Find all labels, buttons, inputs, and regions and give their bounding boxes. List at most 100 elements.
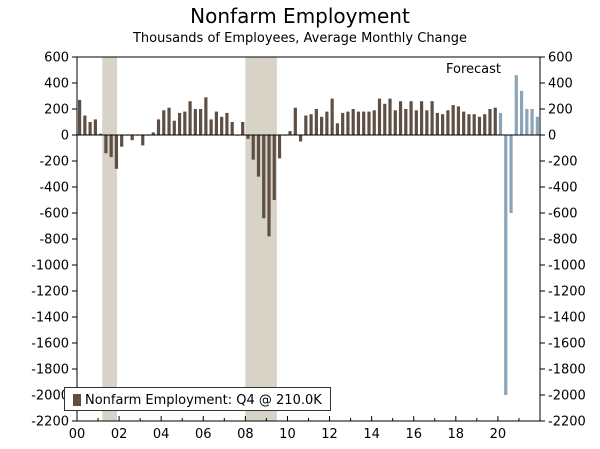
ytick-label-right-13: -2000 <box>548 389 586 404</box>
xtick-label-1: 02 <box>111 427 128 442</box>
bar-actual-64 <box>414 110 418 135</box>
bar-actual-78 <box>488 109 492 135</box>
bar-actual-3 <box>93 119 97 135</box>
ytick-label-right-7: -800 <box>548 233 578 248</box>
bar-actual-62 <box>404 109 408 135</box>
ytick-label-right-4: -200 <box>548 155 578 170</box>
bar-actual-33 <box>251 135 255 160</box>
ytick-label-left-9: -1200 <box>31 285 69 300</box>
bar-actual-69 <box>441 114 445 135</box>
bar-actual-51 <box>346 111 350 135</box>
bar-actual-0 <box>78 99 82 135</box>
ytick-label-right-3: 0 <box>548 129 556 144</box>
bar-actual-74 <box>467 114 471 135</box>
bar-actual-32 <box>246 135 250 139</box>
bar-actual-63 <box>409 101 413 135</box>
bar-forecast-3 <box>514 75 518 135</box>
bar-actual-26 <box>214 111 218 135</box>
plot-frame <box>76 56 541 422</box>
bar-actual-53 <box>356 111 361 135</box>
bar-actual-4 <box>99 133 103 135</box>
bar-actual-44 <box>309 114 313 135</box>
bar-forecast-2 <box>509 135 513 213</box>
ytick-label-left-12: -1800 <box>31 363 69 378</box>
ytick-label-right-11: -1600 <box>548 337 586 352</box>
bar-actual-25 <box>209 119 213 135</box>
bar-actual-24 <box>204 97 208 135</box>
bar-actual-42 <box>298 135 303 142</box>
ytick-label-left-2: 200 <box>44 103 69 118</box>
bar-actual-36 <box>267 135 271 237</box>
bars <box>78 75 539 395</box>
ytick-label-left-8: -1000 <box>31 259 69 274</box>
recession-band-1 <box>245 57 277 421</box>
bar-actual-77 <box>483 114 487 135</box>
bar-forecast-0 <box>498 112 503 135</box>
bar-actual-35 <box>262 135 266 219</box>
xtick-label-10: 20 <box>490 427 507 442</box>
bar-actual-46 <box>320 116 324 135</box>
bar-actual-56 <box>372 110 376 135</box>
ytick-label-right-0: 600 <box>548 51 573 66</box>
ytick-label-right-5: -400 <box>548 181 578 196</box>
bar-actual-21 <box>188 101 192 135</box>
bar-actual-66 <box>425 110 429 135</box>
xtick-label-6: 12 <box>321 427 338 442</box>
bar-actual-49 <box>335 123 340 135</box>
bar-actual-70 <box>446 110 450 135</box>
bar-actual-50 <box>341 112 345 135</box>
bar-actual-37 <box>272 135 276 200</box>
chart-subtitle: Thousands of Employees, Average Monthly … <box>132 31 468 46</box>
chart-title: Nonfarm Employment <box>190 4 410 28</box>
forecast-annotation: Forecast <box>446 62 502 77</box>
bar-actual-12 <box>141 135 145 146</box>
ytick-label-left-3: 0 <box>61 129 69 144</box>
bar-actual-67 <box>430 101 434 135</box>
bar-actual-2 <box>88 122 92 135</box>
bar-actual-65 <box>419 101 424 135</box>
ytick-label-right-10: -1400 <box>548 311 586 326</box>
legend-swatch <box>73 394 81 406</box>
ytick-label-left-5: -400 <box>39 181 69 196</box>
bar-actual-38 <box>277 135 282 159</box>
bar-actual-10 <box>130 135 134 141</box>
ytick-label-left-4: -200 <box>39 155 69 170</box>
bar-actual-79 <box>493 107 497 135</box>
ytick-label-right-14: -2200 <box>548 415 586 430</box>
bar-actual-23 <box>199 109 203 135</box>
bar-actual-31 <box>241 122 245 135</box>
bar-actual-54 <box>362 111 366 135</box>
bar-actual-58 <box>383 103 387 135</box>
xtick-label-7: 14 <box>363 427 380 442</box>
bar-actual-60 <box>393 110 397 135</box>
bar-actual-75 <box>472 114 476 135</box>
bar-actual-7 <box>114 135 119 169</box>
bar-actual-22 <box>193 109 197 135</box>
bar-actual-47 <box>325 111 329 135</box>
bar-actual-73 <box>462 111 466 135</box>
bar-forecast-1 <box>504 135 508 395</box>
ytick-label-left-10: -1400 <box>31 311 69 326</box>
ytick-label-right-12: -1800 <box>548 363 586 378</box>
ytick-label-right-2: 200 <box>548 103 573 118</box>
bar-actual-55 <box>367 111 371 135</box>
xtick-label-4: 08 <box>237 427 254 442</box>
ytick-label-left-13: -2000 <box>31 389 69 404</box>
bar-actual-34 <box>256 135 261 177</box>
bar-actual-6 <box>109 135 113 158</box>
bar-actual-5 <box>104 135 108 154</box>
bar-forecast-5 <box>525 109 529 135</box>
bar-forecast-4 <box>519 90 524 135</box>
bar-forecast-6 <box>530 109 534 135</box>
bar-actual-17 <box>167 107 171 135</box>
ytick-label-left-14: -2200 <box>31 415 69 430</box>
xtick-label-9: 18 <box>448 427 465 442</box>
bar-actual-40 <box>288 131 292 135</box>
bar-actual-16 <box>162 110 166 135</box>
recession-band-0 <box>102 57 117 421</box>
xtick-label-0: 00 <box>69 427 86 442</box>
bar-actual-19 <box>177 112 182 135</box>
bar-actual-14 <box>151 132 155 135</box>
